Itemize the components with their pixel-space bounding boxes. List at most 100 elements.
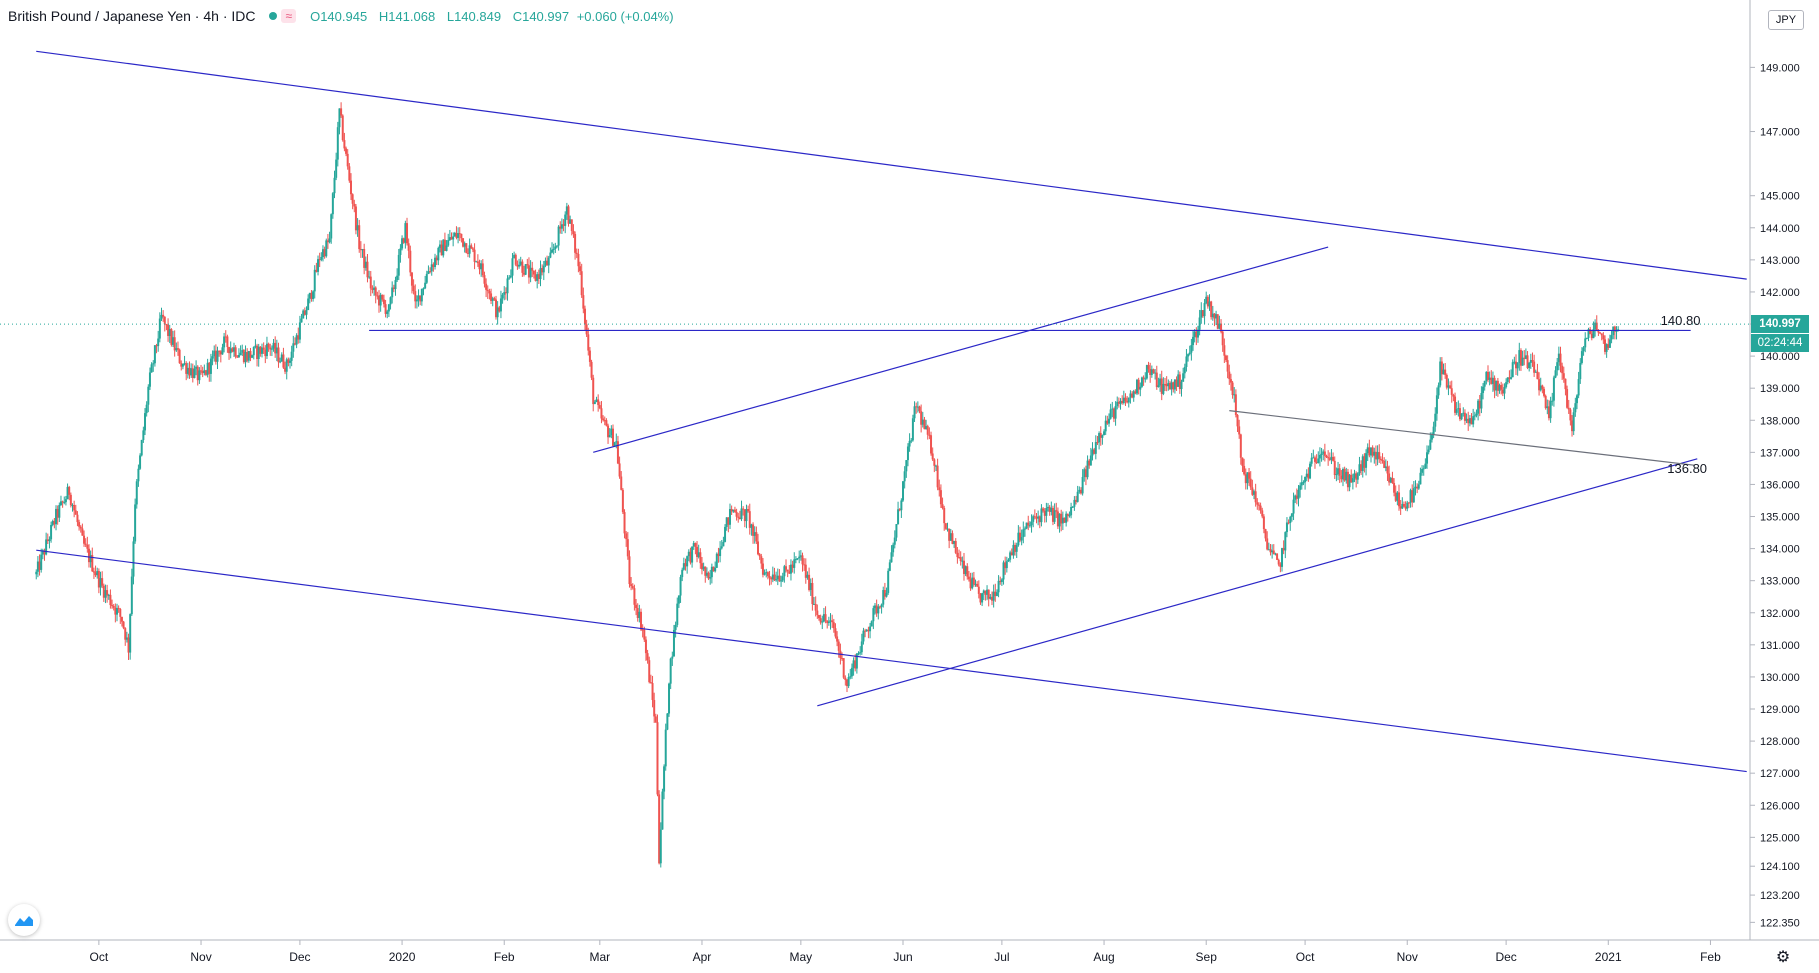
- currency-badge[interactable]: JPY: [1768, 10, 1804, 30]
- trendline-upper-rising[interactable]: [593, 246, 1329, 453]
- candle-body: [485, 283, 488, 290]
- candle-body: [1440, 361, 1443, 375]
- candle-body: [646, 653, 649, 661]
- candle-body: [134, 504, 137, 542]
- candle-body: [636, 608, 639, 618]
- candle-body: [1452, 394, 1455, 397]
- candle-body: [821, 621, 824, 623]
- candle-body: [321, 249, 324, 257]
- candle-body: [1294, 495, 1297, 500]
- candle-body: [1150, 369, 1153, 375]
- candle-body: [1603, 339, 1606, 352]
- candle-body: [628, 556, 631, 585]
- trendline-triangle-upper[interactable]: [1229, 410, 1695, 466]
- x-tick-label: Feb: [494, 950, 515, 964]
- candle-body: [176, 348, 179, 350]
- gear-icon[interactable]: ⚙: [1775, 949, 1791, 966]
- x-tick-label: Apr: [693, 950, 712, 964]
- candle-body: [1416, 486, 1419, 489]
- candle-body: [1561, 365, 1564, 374]
- candle-body: [290, 351, 293, 361]
- trendline-channel-top[interactable]: [36, 50, 1747, 280]
- candle-body: [1450, 388, 1453, 395]
- candle-body: [440, 244, 443, 256]
- candle-body: [864, 630, 867, 632]
- candle-body: [875, 605, 878, 614]
- candle-body: [124, 628, 127, 640]
- candle-body: [297, 335, 300, 340]
- candle-body: [1068, 515, 1071, 517]
- candle-body: [631, 586, 634, 589]
- candle-body: [358, 225, 361, 250]
- market-status[interactable]: ≈: [269, 9, 297, 23]
- candle-body: [404, 223, 407, 243]
- candle-body: [953, 541, 956, 544]
- candle-body: [506, 278, 509, 294]
- x-tick-label: Dec: [289, 950, 310, 964]
- trendline-channel-bottom[interactable]: [36, 549, 1747, 773]
- candle-body: [40, 554, 43, 570]
- candle-body: [1061, 517, 1064, 524]
- candle-body: [1472, 416, 1475, 425]
- resistance-label: 140.80: [1660, 313, 1701, 329]
- symbol-title[interactable]: British Pound / Japanese Yen · 4h · IDC: [8, 8, 256, 24]
- candle-body: [602, 418, 605, 421]
- candle-body: [1592, 329, 1595, 339]
- candle-body: [1019, 532, 1022, 541]
- high-value: 141.068: [388, 8, 436, 24]
- candle-body: [1432, 426, 1435, 436]
- candle-body: [1239, 434, 1242, 458]
- candle-body: [1302, 482, 1305, 484]
- candle-body: [1078, 489, 1081, 492]
- trendlines[interactable]: [0, 50, 1750, 773]
- candle-body: [1160, 378, 1163, 394]
- candle-body: [275, 347, 278, 354]
- candle-body: [284, 367, 287, 372]
- candle-body: [473, 249, 476, 262]
- candle-body: [1058, 513, 1061, 527]
- candle-body: [946, 528, 949, 530]
- candle-body: [869, 626, 872, 632]
- time-axis[interactable]: Oct Nov Dec 2020 Feb Mar Apr May Jun Jul Aug Sep Oct…: [90, 940, 1722, 964]
- candle-body: [422, 288, 425, 290]
- candle-body: [1343, 468, 1346, 481]
- candle-body: [808, 574, 811, 590]
- candle-body: [1236, 414, 1239, 427]
- candle-body: [1439, 361, 1442, 386]
- candle-body: [1104, 420, 1107, 432]
- candle-body: [803, 564, 806, 566]
- candle-body: [293, 343, 296, 345]
- candle-body: [1478, 400, 1481, 409]
- candle-body: [709, 577, 712, 579]
- candle-body: [752, 524, 755, 536]
- candle-body: [826, 620, 829, 624]
- candle-body: [1600, 333, 1603, 336]
- candle-body: [144, 413, 147, 431]
- candle-body: [1559, 353, 1562, 366]
- candle-body: [1414, 486, 1417, 489]
- candle-body: [844, 677, 847, 681]
- candle-body: [1144, 378, 1147, 380]
- candle-body: [918, 406, 921, 412]
- candle-body: [1391, 477, 1394, 483]
- candle-body: [580, 271, 583, 296]
- candle-body: [200, 370, 203, 372]
- candle-body: [432, 264, 435, 267]
- candle-body: [480, 263, 483, 270]
- candle-body: [1253, 491, 1256, 495]
- candle-body: [1544, 395, 1547, 409]
- candle-body: [880, 604, 883, 607]
- candle-body: [1053, 510, 1056, 522]
- candle-body: [386, 311, 389, 314]
- trendline-lower-rising[interactable]: [817, 458, 1698, 707]
- candle-body: [994, 591, 997, 596]
- candle-body: [837, 641, 840, 651]
- candle-body: [1393, 482, 1396, 493]
- candle-body: [364, 261, 367, 268]
- bar-countdown: 02:24:44: [1751, 334, 1809, 353]
- price-axis[interactable]: 122.350 123.200 124.100 125.000 126.000 127.0…: [1750, 62, 1800, 929]
- candle-body: [84, 543, 87, 545]
- candle-body: [1305, 473, 1308, 477]
- chart-logo-icon[interactable]: [8, 904, 40, 936]
